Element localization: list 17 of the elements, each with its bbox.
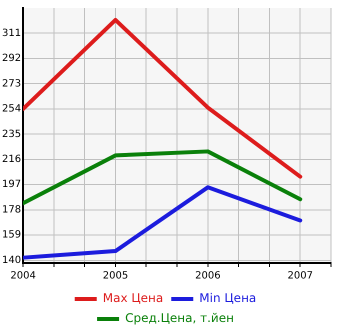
legend-label: Min Цена <box>199 291 256 306</box>
y-tick-label: 197 <box>2 179 22 190</box>
y-tick-label: 235 <box>2 128 22 140</box>
legend-label: Max Цена <box>102 291 164 306</box>
y-tick-label: 273 <box>2 78 22 90</box>
legend-label: Сред.Цена, т.йен <box>125 311 234 326</box>
x-tick-label: 2007 <box>288 270 313 282</box>
y-tick-label: 178 <box>2 204 22 216</box>
y-tick-label: 292 <box>2 53 22 64</box>
y-tick-label: 254 <box>2 104 22 115</box>
x-tick-label: 2004 <box>10 270 36 282</box>
y-tick-label: 311 <box>2 28 22 39</box>
y-tick-label: 140 <box>2 254 22 266</box>
x-tick-label: 2006 <box>195 270 221 282</box>
y-tick-label: 159 <box>2 230 22 241</box>
x-tick-label: 2005 <box>102 270 128 282</box>
y-tick-label: 216 <box>2 154 22 165</box>
